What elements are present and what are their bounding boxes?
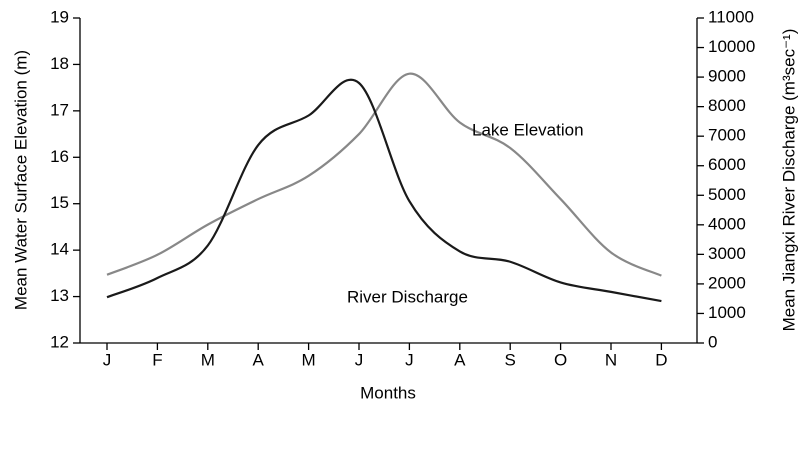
y2-tick-label: 9000 — [708, 67, 746, 86]
y-tick-label: 16 — [50, 147, 69, 166]
y-tick-label: 18 — [50, 54, 69, 73]
y2-tick-label: 3000 — [708, 244, 746, 263]
series-line — [106, 78, 662, 303]
y2-tick-label: 2000 — [708, 273, 746, 292]
x-tick-label: J — [355, 350, 364, 369]
x-tick-label: A — [253, 350, 265, 369]
y-tick-label: 13 — [50, 286, 69, 305]
x-tick-label: D — [655, 350, 667, 369]
y2-tick-label: 0 — [708, 332, 717, 351]
series-label: River Discharge — [347, 287, 468, 306]
y-tick-label: 17 — [50, 100, 69, 119]
x-tick-label: O — [554, 350, 567, 369]
y2-tick-label: 4000 — [708, 214, 746, 233]
y2-tick-label: 5000 — [708, 185, 746, 204]
x-tick-label: F — [152, 350, 162, 369]
series-label: Lake Elevation — [472, 120, 584, 139]
x-axis-title: Months — [360, 383, 416, 402]
x-tick-label: M — [201, 350, 215, 369]
y2-tick-label: 7000 — [708, 126, 746, 145]
x-tick-label: A — [454, 350, 466, 369]
y-tick-label: 19 — [50, 7, 69, 26]
y2-tick-label: 10000 — [708, 37, 755, 56]
series-line — [106, 72, 662, 277]
y-tick-label: 12 — [50, 332, 69, 351]
y2-axis-title: Mean Jiangxi River Discharge (m³sec⁻¹) — [779, 29, 798, 332]
x-tick-label: N — [605, 350, 617, 369]
x-tick-label: J — [405, 350, 414, 369]
x-tick-label: M — [302, 350, 316, 369]
y2-tick-label: 11000 — [708, 7, 754, 26]
y2-tick-label: 6000 — [708, 155, 746, 174]
x-tick-label: S — [505, 350, 516, 369]
y-tick-label: 15 — [50, 193, 69, 212]
y-tick-label: 14 — [50, 240, 69, 259]
y2-tick-label: 8000 — [708, 96, 746, 115]
y2-tick-label: 1000 — [708, 303, 746, 322]
y-axis-title: Mean Water Surface Elevation (m) — [11, 50, 30, 310]
x-tick-label: J — [103, 350, 112, 369]
